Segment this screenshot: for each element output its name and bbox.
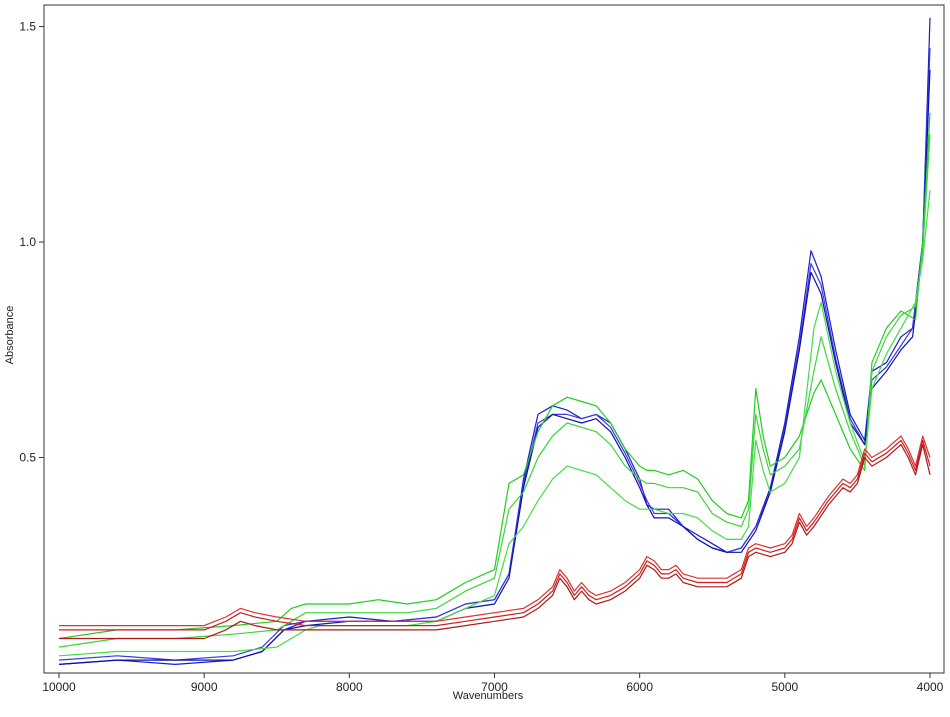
- x-axis: 10000 9000 8000 7000 6000 5000 4000: [42, 673, 944, 694]
- series-line-9: [59, 444, 931, 640]
- series-line-6: [58, 190, 931, 657]
- x-tick-label: 10000: [42, 680, 76, 694]
- x-tick-label: 6000: [626, 680, 653, 694]
- y-tick-label: 1.0: [19, 235, 36, 249]
- series-line-7: [59, 435, 931, 627]
- y-axis: 0.5 1.0 1.5: [19, 20, 44, 465]
- x-tick-label: 9000: [191, 680, 218, 694]
- series-line-5: [58, 134, 931, 648]
- series-line-4: [58, 112, 931, 640]
- plot-frame: [43, 4, 945, 674]
- x-axis-title: Wavenumbers: [453, 690, 524, 702]
- x-tick-label: 7000: [481, 680, 508, 694]
- x-tick-label: 5000: [771, 680, 798, 694]
- series-layer: [58, 17, 931, 666]
- y-axis-title: Absorbance: [4, 306, 16, 365]
- y-tick-label: 1.5: [19, 20, 36, 34]
- series-line-3: [58, 69, 931, 665]
- x-tick-label: 8000: [336, 680, 363, 694]
- series-line-8: [59, 439, 931, 631]
- y-tick-label: 0.5: [19, 451, 36, 465]
- x-tick-label: 4000: [917, 680, 944, 694]
